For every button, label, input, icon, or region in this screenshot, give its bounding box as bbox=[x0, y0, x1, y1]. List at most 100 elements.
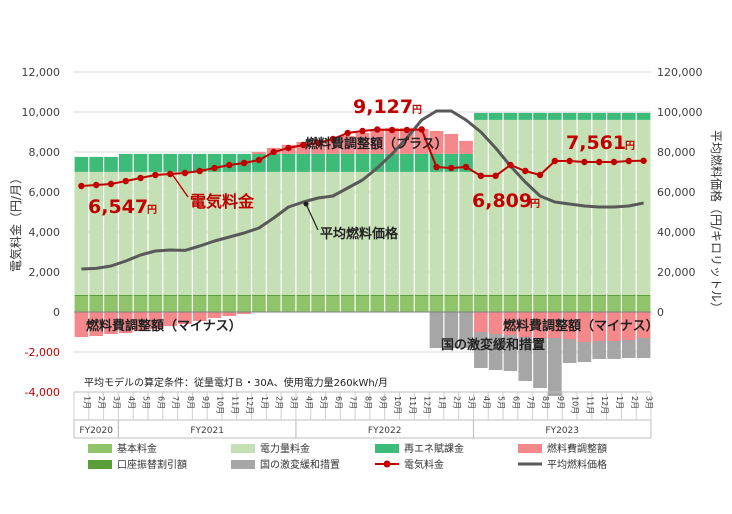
bar-segment bbox=[118, 296, 133, 312]
annotation-value-6547: 6,547 bbox=[88, 196, 148, 218]
electricity-bill-point bbox=[596, 158, 603, 166]
bar-segment-relief bbox=[533, 338, 547, 388]
x-tick-label: 4月 bbox=[127, 396, 136, 409]
bar-segment bbox=[89, 156, 103, 172]
right-tick-label: 40,000 bbox=[657, 226, 696, 239]
bar-segment bbox=[266, 153, 281, 172]
electricity-bill-point bbox=[270, 148, 277, 156]
x-tick-label: 9月 bbox=[378, 396, 387, 409]
electricity-bill-point bbox=[92, 181, 100, 189]
bar-segment bbox=[311, 171, 325, 295]
fuel-price-line bbox=[81, 109, 644, 271]
electricity-bill-point bbox=[300, 141, 307, 149]
electricity-bill-point bbox=[226, 161, 233, 169]
electricity-bill-point bbox=[166, 170, 174, 178]
x-tick-label: 10月 bbox=[571, 396, 580, 414]
right-axis-ticks: 0 20,000 40,000 60,000 80,000 100,000 120,000 bbox=[657, 66, 703, 319]
legend-label: 電気料金 bbox=[404, 458, 444, 471]
bar-segment-fuel-plus bbox=[252, 151, 266, 154]
bar-segment-fuel-minus bbox=[562, 312, 577, 339]
leader-electricity bbox=[171, 173, 189, 198]
bar-segment bbox=[266, 171, 281, 295]
bar-segment-fuel-minus bbox=[622, 312, 636, 340]
electricity-bill-point bbox=[610, 158, 618, 166]
legend-swatch bbox=[231, 460, 255, 469]
bar-segment bbox=[400, 296, 414, 312]
left-tick-label: -2,000 bbox=[25, 346, 60, 359]
bar-segment-relief bbox=[636, 338, 651, 358]
right-axis-title: 平均燃料価格（円/キロリットル） bbox=[709, 130, 724, 314]
bar-segment bbox=[562, 296, 577, 312]
bar-segment bbox=[133, 153, 148, 172]
bar-segment bbox=[163, 153, 177, 172]
bar-segment bbox=[207, 296, 222, 312]
bar-segment-fuel-minus bbox=[592, 312, 607, 341]
bar-segment-fuel-minus bbox=[222, 312, 237, 316]
bar-segment bbox=[385, 294, 399, 296]
x-tick-label: 11月 bbox=[230, 396, 239, 414]
bar-segment bbox=[444, 294, 459, 296]
legend-swatch bbox=[375, 444, 399, 453]
bar-segment bbox=[311, 296, 325, 312]
right-tick-label: 80,000 bbox=[657, 146, 696, 159]
bar-segment-fuel-plus bbox=[340, 135, 355, 154]
bar-segment bbox=[326, 153, 340, 172]
bar-segment bbox=[548, 112, 562, 120]
bar-segment bbox=[459, 294, 473, 296]
electricity-bill-point bbox=[403, 126, 411, 134]
bar-segment bbox=[192, 153, 207, 172]
bar-segment bbox=[207, 171, 222, 295]
bar-segment bbox=[222, 171, 237, 295]
bar-segment bbox=[178, 153, 192, 172]
left-tick-label: 6,000 bbox=[29, 186, 61, 199]
bar-segment bbox=[592, 112, 607, 120]
bar-segment bbox=[474, 296, 488, 312]
bar-segment-relief bbox=[503, 335, 518, 371]
right-tick-label: 20,000 bbox=[657, 266, 696, 279]
bar-segment bbox=[414, 294, 429, 296]
fiscal-year-label: FY2022 bbox=[368, 426, 402, 436]
x-tick-label: 3月 bbox=[467, 396, 476, 409]
electricity-bill-point bbox=[78, 182, 85, 190]
bar-segment bbox=[622, 294, 636, 296]
x-tick-label: 7月 bbox=[171, 396, 180, 409]
bar-segment-fuel-plus bbox=[429, 130, 444, 154]
bar-segment-fuel-plus bbox=[355, 132, 370, 154]
bar-segment bbox=[148, 171, 163, 295]
bar-segment-fuel-minus bbox=[118, 312, 133, 333]
annotation-fuel-adjustment-minus-right: 燃料費調整額（マイナス） bbox=[503, 318, 659, 334]
bar-segment bbox=[133, 171, 148, 295]
bar-segment bbox=[400, 153, 414, 172]
bar-segment bbox=[414, 153, 429, 172]
bar-segment bbox=[562, 112, 577, 120]
bar-segment-fuel-plus bbox=[385, 127, 399, 154]
bar-segment-fuel-minus bbox=[104, 312, 118, 334]
bar-segment bbox=[474, 294, 488, 296]
bar-segment bbox=[281, 294, 296, 296]
bar-segment-fuel-minus bbox=[178, 312, 192, 324]
bar-segment bbox=[74, 296, 89, 312]
x-axis: 1月 2月 3月 4月 5月 6月 7月 8月 9月 10月 11月 12月 1月 2月 3月 4月 5月 6月 7… bbox=[73, 391, 654, 439]
bar-segment bbox=[207, 294, 222, 296]
bar-segment bbox=[178, 296, 192, 312]
bar-segment bbox=[148, 296, 163, 312]
electricity-bill-point bbox=[359, 127, 366, 135]
bar-segment bbox=[326, 296, 340, 312]
bar-segment bbox=[355, 153, 370, 172]
bar-segment-relief bbox=[622, 340, 636, 358]
bar-segment-fuel-minus bbox=[207, 312, 222, 318]
bar-segment bbox=[340, 153, 355, 172]
bar-segment bbox=[281, 296, 296, 312]
bar-segment-fuel-minus bbox=[488, 312, 503, 334]
bar-segment bbox=[503, 296, 518, 312]
bar-segment-relief bbox=[577, 342, 592, 362]
x-tick-label: 1月 bbox=[615, 396, 624, 409]
right-tick-label: 0 bbox=[657, 306, 664, 319]
bar-segment-fuel-plus bbox=[370, 129, 385, 154]
legend-label: 平均燃料価格 bbox=[547, 458, 607, 471]
bar-segment bbox=[192, 171, 207, 295]
bar-segment bbox=[89, 171, 103, 295]
electricity-bill-point bbox=[181, 169, 189, 177]
bar-segment bbox=[414, 171, 429, 295]
bar-segment bbox=[89, 296, 103, 312]
